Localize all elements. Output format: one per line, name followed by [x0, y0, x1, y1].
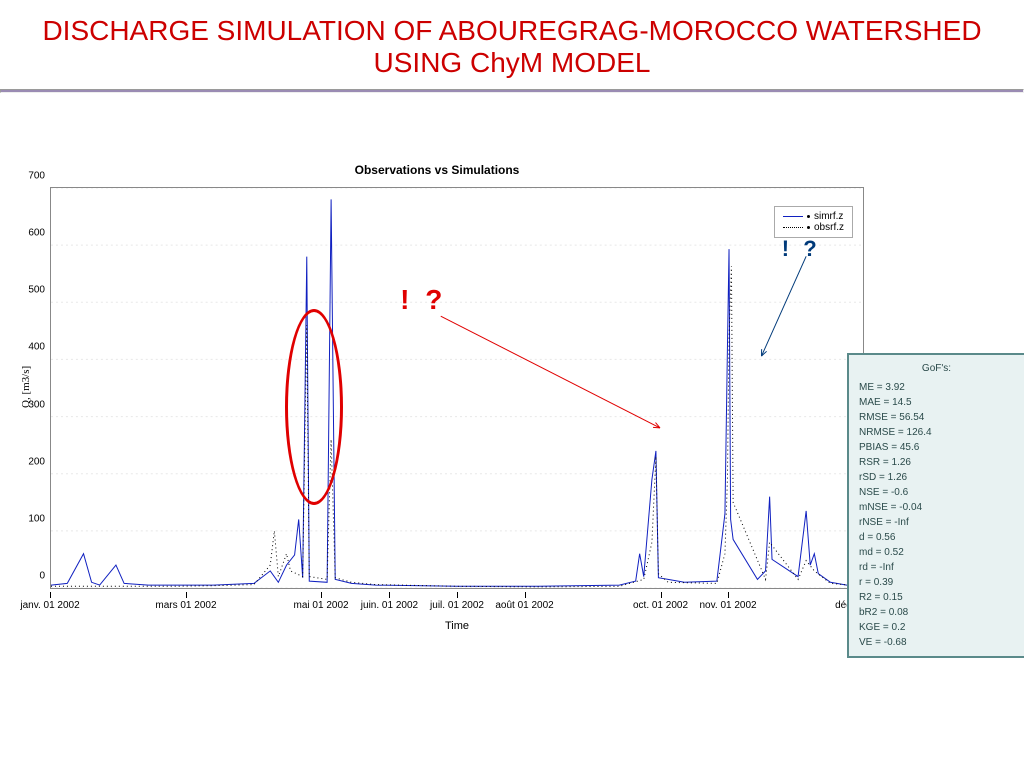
gof-row: bR2 = 0.08 — [859, 605, 1014, 620]
y-tick: 400 — [28, 342, 45, 353]
content-area: Observations vs Simulations 010020030040… — [0, 163, 1024, 783]
y-tick: 200 — [28, 456, 45, 467]
gof-row: VE = -0.68 — [859, 635, 1014, 650]
x-tick-label: mars 01 2002 — [155, 600, 216, 611]
gof-row: MAE = 14.5 — [859, 395, 1014, 410]
legend-item-obs: obsrf.z — [783, 222, 844, 233]
y-tick: 500 — [28, 285, 45, 296]
x-tick-label: juil. 01 2002 — [430, 600, 484, 611]
gof-row: ME = 3.92 — [859, 380, 1014, 395]
x-tick-line — [525, 592, 526, 598]
y-tick: 100 — [28, 513, 45, 524]
x-tick-line — [321, 592, 322, 598]
annotation-q1: ! ? — [400, 284, 446, 316]
x-tick-label: nov. 01 2002 — [700, 600, 757, 611]
y-axis-label: Q, [m3/s] — [20, 366, 32, 408]
plot: simrf.z obsrf.z ! ? ! ? — [50, 187, 864, 589]
y-tick: 700 — [28, 171, 45, 182]
x-tick-line — [661, 592, 662, 598]
x-tick-label: août 01 2002 — [495, 600, 553, 611]
legend-dot-icon — [807, 215, 810, 218]
legend-line-obs — [783, 227, 803, 229]
gof-row: NRMSE = 126.4 — [859, 425, 1014, 440]
gof-row: PBIAS = 45.6 — [859, 440, 1014, 455]
x-tick-label: oct. 01 2002 — [633, 600, 688, 611]
gof-list: ME = 3.92MAE = 14.5RMSE = 56.54NRMSE = 1… — [859, 380, 1014, 650]
y-tick: 600 — [28, 228, 45, 239]
x-tick-line — [186, 592, 187, 598]
legend-label-sim: simrf.z — [814, 211, 843, 222]
legend-line-sim — [783, 216, 803, 217]
gof-row: rSD = 1.26 — [859, 470, 1014, 485]
gof-row: rd = -Inf — [859, 560, 1014, 575]
x-axis-label: Time — [445, 620, 469, 632]
slide-title: DISCHARGE SIMULATION OF ABOUREGRAG-MOROC… — [0, 15, 1024, 79]
gof-row: R2 = 0.15 — [859, 590, 1014, 605]
x-tick-line — [457, 592, 458, 598]
gof-row: RSR = 1.26 — [859, 455, 1014, 470]
gof-row: md = 0.52 — [859, 545, 1014, 560]
legend-label-obs: obsrf.z — [814, 222, 844, 233]
gof-row: KGE = 0.2 — [859, 620, 1014, 635]
slide-divider — [0, 89, 1024, 93]
x-tick-line — [389, 592, 390, 598]
gof-row: rNSE = -Inf — [859, 515, 1014, 530]
legend: simrf.z obsrf.z — [774, 206, 853, 238]
annotation-q2: ! ? — [782, 236, 821, 262]
gof-row: NSE = -0.6 — [859, 485, 1014, 500]
chart-area: Observations vs Simulations 010020030040… — [10, 163, 864, 673]
chart-title: Observations vs Simulations — [10, 163, 864, 177]
gof-row: mNSE = -0.04 — [859, 500, 1014, 515]
x-axis: Time janv. 01 2002mars 01 2002mai 01 200… — [50, 592, 864, 627]
gof-title: GoF's: — [859, 361, 1014, 376]
x-tick-label: janv. 01 2002 — [20, 600, 79, 611]
slide-title-block: DISCHARGE SIMULATION OF ABOUREGRAG-MOROC… — [0, 0, 1024, 89]
x-tick-line — [50, 592, 51, 598]
y-tick: 0 — [39, 571, 45, 582]
plot-svg — [51, 188, 863, 588]
plot-container: 0100200300400500600700 Q, [m3/s] simrf.z… — [10, 177, 864, 627]
gof-row: d = 0.56 — [859, 530, 1014, 545]
x-tick-label: mai 01 2002 — [294, 600, 349, 611]
legend-dot-icon — [807, 226, 810, 229]
x-tick-label: juin. 01 2002 — [361, 600, 418, 611]
legend-item-sim: simrf.z — [783, 211, 844, 222]
x-tick-line — [728, 592, 729, 598]
gof-row: r = 0.39 — [859, 575, 1014, 590]
gof-panel: GoF's: ME = 3.92MAE = 14.5RMSE = 56.54NR… — [847, 353, 1024, 658]
gof-row: RMSE = 56.54 — [859, 410, 1014, 425]
